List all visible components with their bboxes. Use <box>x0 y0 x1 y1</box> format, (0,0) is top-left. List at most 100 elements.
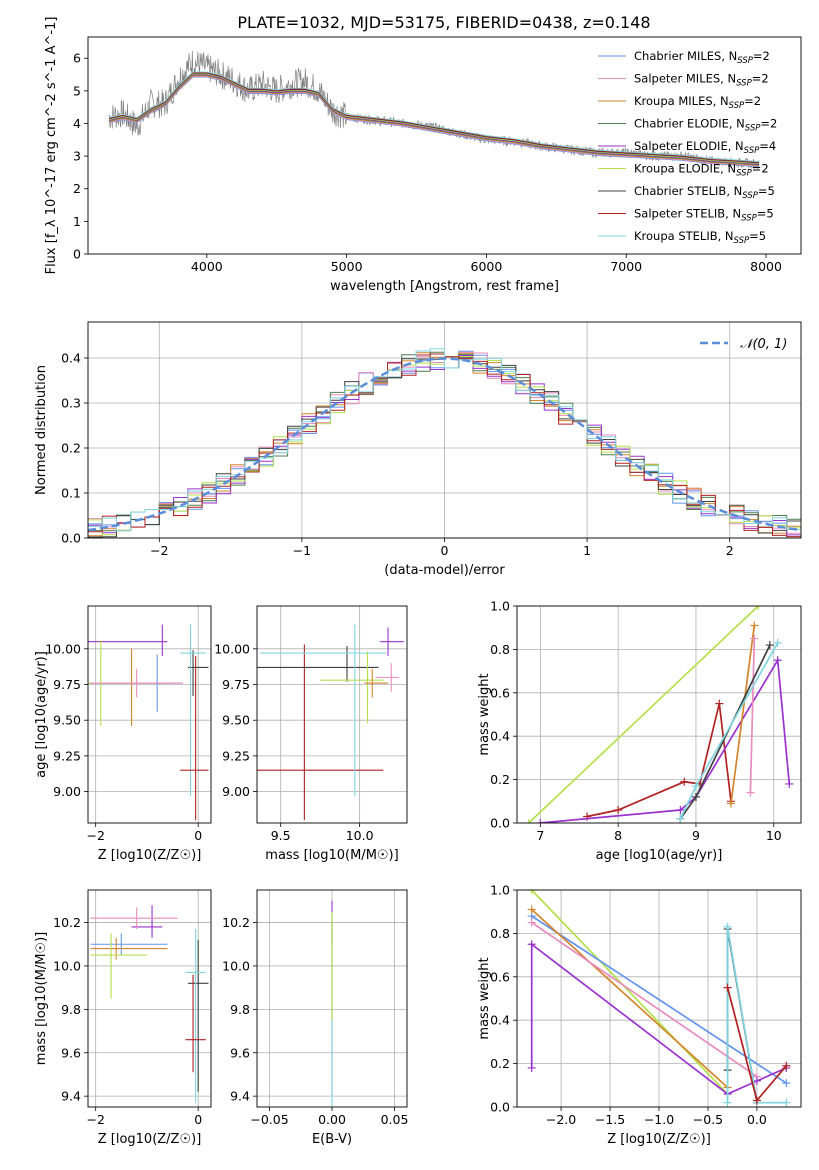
legend-label: Chabrier MILES, NSSP=2 <box>634 49 770 66</box>
y-tick-label: 9.6 <box>61 1045 81 1060</box>
x-tick-label: 7000 <box>610 259 642 274</box>
x-tick-label: 7 <box>536 828 544 843</box>
x-tick-label: 0.00 <box>318 1112 346 1127</box>
y-tick-label: 0.4 <box>490 729 510 744</box>
x-tick-label: −0.5 <box>693 1112 723 1127</box>
plot-layer <box>527 890 791 1107</box>
x-tick-label: 8 <box>614 828 622 843</box>
x-axis-label: Z [log10(Z/Z☉)] <box>98 1132 202 1147</box>
x-tick-label: −1 <box>293 543 311 558</box>
weight-marker <box>723 922 732 931</box>
y-tick-label: 5 <box>73 83 81 98</box>
weight-marker <box>527 890 536 894</box>
weight-marker <box>765 641 774 650</box>
legend-label-rest: =5 <box>749 229 766 243</box>
legend-label-sub: SSP <box>734 236 750 246</box>
legend-label-rest: =5 <box>757 207 774 221</box>
weight-marker <box>691 782 700 791</box>
y-tick-label: 9.00 <box>53 784 81 799</box>
weight-line <box>531 915 787 1084</box>
axes-frame <box>87 321 802 539</box>
y-tick-label: 10.2 <box>222 915 250 930</box>
y-tick-label: 10.2 <box>53 915 81 930</box>
x-tick-label: 0.0 <box>747 1112 767 1127</box>
axes-frame <box>256 889 408 1108</box>
model-line <box>108 74 760 165</box>
y-tick-label: 0.4 <box>490 1013 510 1028</box>
axes-frame <box>516 605 802 824</box>
y-tick-label: 0.0 <box>61 531 81 546</box>
y-tick-label: 0.0 <box>490 1100 510 1115</box>
y-tick-label: 0.0 <box>490 816 510 831</box>
panel-mass-vs-ebv: −0.05 0.00 0.05 9.4 9.6 9.8 10.0 10.2 E(B-V) <box>222 889 409 1147</box>
weight-line <box>726 926 787 1104</box>
weight-marker <box>527 905 536 914</box>
y-tick-label: 0.4 <box>61 351 81 366</box>
x-tick-label: 9 <box>692 828 700 843</box>
weight-marker <box>527 940 536 949</box>
weight-line <box>586 703 732 818</box>
legend-label-rest: =2 <box>752 72 769 86</box>
weight-line <box>528 606 759 823</box>
model-line <box>108 75 760 167</box>
y-axis-label: Normed distribution <box>34 365 49 495</box>
y-tick-label: 3 <box>73 149 81 164</box>
weight-marker <box>782 1061 791 1070</box>
plot-layer <box>257 624 404 821</box>
y-tick-label: 0.8 <box>490 642 510 657</box>
legend-label-sub: SSP <box>737 56 753 66</box>
axes-frame <box>87 889 212 1108</box>
y-tick-label: 1.0 <box>490 883 510 898</box>
weight-marker <box>782 1079 791 1088</box>
x-tick-label: 10 <box>766 828 782 843</box>
plot-layer <box>90 905 209 1103</box>
legend-label-sub: SSP <box>742 191 758 201</box>
axes-frame <box>87 605 212 824</box>
y-tick-label: 0.8 <box>490 926 510 941</box>
legend-label: 𝒩(0, 1) <box>740 337 787 352</box>
y-tick-label: 0.2 <box>61 441 81 456</box>
y-tick-label: 1 <box>73 214 81 229</box>
x-tick-label: 0 <box>194 1112 202 1127</box>
model-line <box>108 72 760 164</box>
weight-marker <box>752 1096 761 1105</box>
legend-label-sub: SSP <box>745 124 761 134</box>
x-tick-label: 5000 <box>331 259 363 274</box>
legend-label-rest: =4 <box>759 139 776 153</box>
y-tick-label: 9.75 <box>53 677 81 692</box>
x-axis-label: (data-model)/error <box>384 563 505 578</box>
weight-line <box>531 908 729 1089</box>
x-tick-label: −2 <box>86 1112 104 1127</box>
weight-marker <box>785 779 794 788</box>
x-tick-label: 0.05 <box>381 1112 409 1127</box>
x-axis-label: Z [log10(Z/Z☉)] <box>607 1132 711 1147</box>
y-tick-label: 9.4 <box>61 1089 81 1104</box>
y-tick-label: 9.25 <box>222 748 250 763</box>
weight-marker <box>746 788 755 797</box>
weight-marker <box>676 814 685 823</box>
panel-weight-vs-age: 7 8 9 10 0.0 0.2 0.4 0.6 0.8 1.0 age [log10(age/yr… <box>477 599 802 863</box>
legend-label-sub: SSP <box>736 169 752 179</box>
plot-layer <box>524 606 794 823</box>
panel-weight-vs-Z: −2.0 −1.5 −1.0 −0.5 0.0 0.0 0.2 0.4 0.6 0.8 1.0 Z [… <box>477 883 802 1147</box>
panel-residuals: −2 −1 0 1 2 0.0 0.1 0.2 0.3 0.4 (data-model)/error… <box>34 321 802 578</box>
y-tick-label: 6 <box>73 51 81 66</box>
weight-marker <box>773 656 782 665</box>
weight-marker <box>527 918 536 927</box>
weight-line <box>730 625 756 804</box>
weight-line <box>679 644 771 820</box>
legend-label: Kroupa MILES, NSSP=2 <box>634 94 761 111</box>
x-axis-label: mass [log10(M/M☉)] <box>265 848 398 863</box>
x-tick-label: 6000 <box>471 259 503 274</box>
panel-mass-vs-Z: −2 0 9.4 9.6 9.8 10.0 10.2 Z [log10(Z/Z☉)] mass … <box>34 889 212 1147</box>
x-tick-label: 2 <box>726 543 734 558</box>
y-tick-label: 9.75 <box>222 677 250 692</box>
legend-label: Kroupa STELIB, NSSP=5 <box>634 229 766 246</box>
legend-label-sub: SSP <box>741 214 757 224</box>
y-tick-label: 0.2 <box>490 1056 510 1071</box>
legend-label: Kroupa ELODIE, NSSP=2 <box>634 162 769 179</box>
x-axis-label: age [log10(age/yr)] <box>596 848 723 863</box>
legend-label: Salpeter STELIB, NSSP=5 <box>634 207 774 224</box>
model-line <box>108 74 760 166</box>
